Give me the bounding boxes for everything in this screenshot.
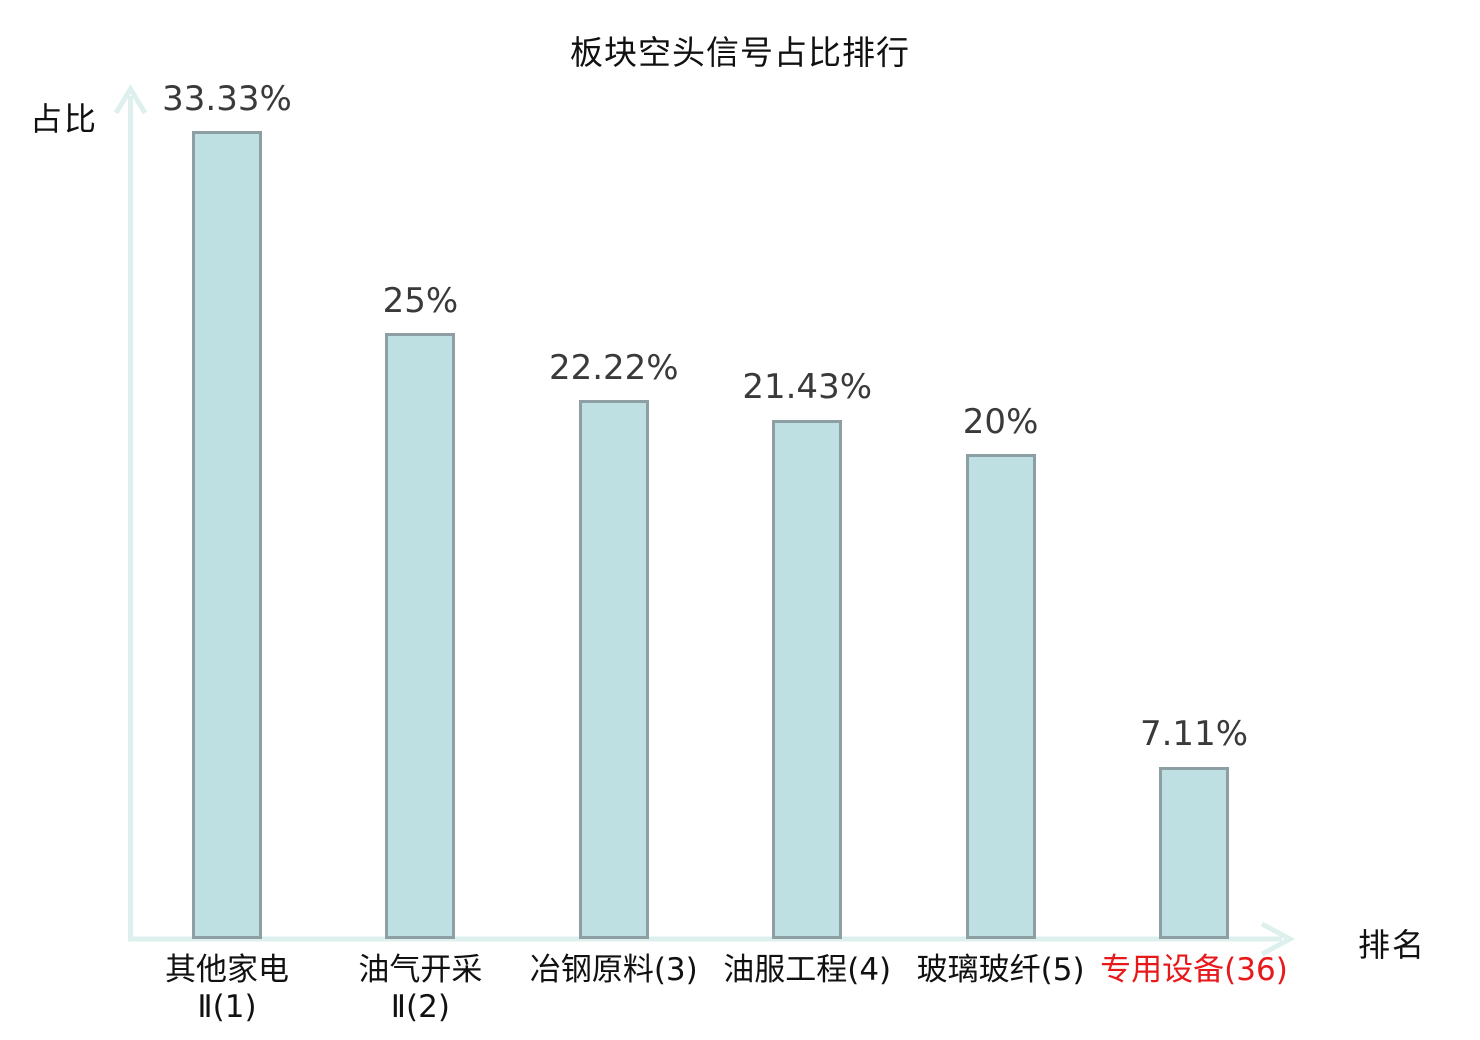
bar-value-label: 7.11%	[1139, 714, 1249, 755]
bar	[385, 332, 456, 939]
bar	[965, 454, 1036, 939]
bar	[1159, 766, 1229, 939]
y-axis-title: 占比	[30, 100, 99, 138]
x-axis-title: 排名	[1358, 926, 1427, 964]
y-axis-arrow-icon	[113, 84, 148, 115]
bar-value-label: 21.43%	[742, 367, 873, 408]
category-label: 冶钢原料(3)	[529, 952, 698, 988]
x-axis-arrow-icon	[1260, 921, 1296, 957]
category-label: 其他家电 Ⅱ(1)	[165, 952, 289, 1025]
bar	[578, 400, 649, 939]
bar-value-label: 25%	[382, 280, 459, 321]
bar-value-label: 22.22%	[548, 347, 679, 388]
category-label-highlighted: 专用设备(36)	[1100, 952, 1288, 988]
bar-value-label: 33.33%	[162, 78, 292, 119]
bar	[192, 131, 262, 939]
bar-value-label: 20%	[962, 401, 1039, 442]
bar	[772, 419, 843, 939]
chart-title: 板块空头信号占比排行	[570, 33, 910, 72]
category-label: 油气开采 Ⅱ(2)	[358, 952, 483, 1025]
category-label: 油服工程(4)	[723, 952, 892, 988]
category-label: 玻璃玻纤(5)	[916, 952, 1085, 988]
